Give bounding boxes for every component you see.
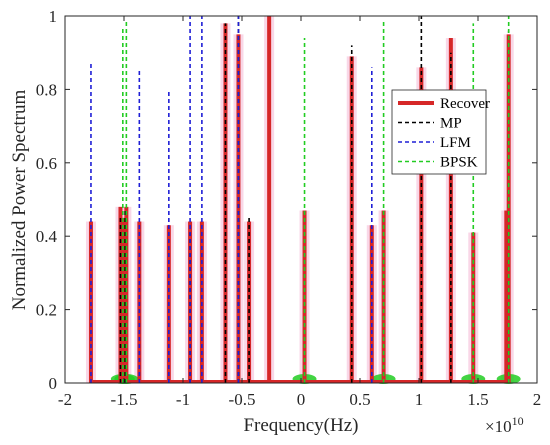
- x-tick-label: 1.5: [467, 390, 488, 409]
- y-tick-label: 0.6: [36, 154, 57, 173]
- y-tick-label: 0.2: [36, 301, 57, 320]
- y-tick-label: 1: [49, 7, 58, 26]
- x-axis-label: Frequency(Hz): [243, 415, 358, 436]
- x-tick-label: -0.5: [229, 390, 256, 409]
- y-tick-label: 0: [49, 374, 58, 393]
- legend-label-recover: Recover: [440, 96, 490, 112]
- x-tick-label: -1: [176, 390, 190, 409]
- x-tick-label: 0: [297, 390, 306, 409]
- x-scale-exponent: 10: [512, 414, 524, 428]
- y-axis-label: Normalized Power Spectrum: [9, 90, 30, 311]
- y-tick-label: 0.4: [36, 227, 58, 246]
- x-scale-multiplier: ×1010: [485, 414, 524, 436]
- x-tick-label: 1: [415, 390, 424, 409]
- legend-label-lfm: LFM: [440, 135, 471, 151]
- x-scale-base: ×10: [485, 417, 512, 436]
- legend-label-bpsk: BPSK: [440, 155, 478, 171]
- x-tick-label: 2: [533, 390, 542, 409]
- axes: -2 -1.5 -1 -0.5 0 0.5 1 1.5 2 0 0.2 0.4 0.6 0.8 1: [36, 7, 542, 409]
- legend: Recover MP LFM BPSK: [391, 89, 490, 175]
- legend-label-mp: MP: [440, 116, 462, 132]
- y-tick-label: 0.8: [36, 80, 57, 99]
- x-tick-label: 0.5: [349, 390, 370, 409]
- x-tick-label: -2: [58, 390, 72, 409]
- x-tick-label: -1.5: [111, 390, 138, 409]
